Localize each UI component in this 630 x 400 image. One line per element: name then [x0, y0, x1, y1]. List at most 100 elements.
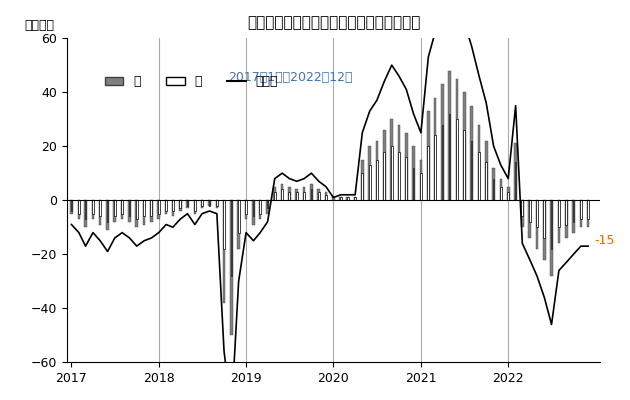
Bar	[434, 135, 436, 200]
Bar	[580, 200, 582, 227]
Bar	[209, 200, 210, 206]
Bar	[84, 200, 86, 219]
Bar	[114, 200, 115, 216]
Bar	[99, 200, 101, 224]
Bar	[165, 200, 167, 211]
Bar	[463, 130, 465, 200]
Bar	[78, 200, 80, 214]
Bar	[507, 192, 509, 200]
Bar	[92, 200, 94, 214]
Bar	[106, 200, 109, 230]
Bar	[122, 200, 123, 214]
Bar	[84, 200, 87, 227]
Bar	[485, 162, 487, 200]
Bar	[507, 187, 510, 200]
Bar	[558, 200, 560, 244]
Bar	[375, 141, 378, 200]
Bar	[231, 200, 232, 276]
Bar	[172, 200, 174, 211]
Bar	[340, 198, 342, 200]
Bar	[551, 200, 553, 249]
Bar	[136, 200, 137, 219]
Bar	[245, 200, 248, 219]
Bar	[295, 189, 298, 200]
Bar	[245, 200, 247, 214]
Bar	[573, 200, 575, 222]
Bar	[441, 84, 444, 200]
Bar	[150, 200, 152, 222]
Bar	[361, 160, 364, 200]
Bar	[376, 160, 378, 200]
Bar	[223, 200, 226, 303]
Bar	[274, 192, 276, 200]
Bar	[406, 157, 407, 200]
Bar	[391, 119, 393, 200]
Bar	[318, 189, 320, 200]
Bar	[346, 198, 349, 200]
Bar	[428, 146, 429, 200]
Bar	[456, 119, 458, 200]
Bar	[427, 111, 430, 200]
Bar	[216, 200, 218, 206]
Bar	[405, 133, 408, 200]
Bar	[420, 173, 421, 200]
Bar	[186, 200, 189, 208]
Bar	[252, 200, 255, 224]
Bar	[100, 200, 101, 216]
Bar	[193, 200, 196, 214]
Bar	[500, 178, 502, 200]
Bar	[558, 200, 560, 227]
Bar	[135, 200, 138, 227]
Bar	[455, 79, 459, 200]
Bar	[347, 198, 348, 200]
Bar	[282, 189, 283, 200]
Bar	[412, 146, 415, 200]
Bar	[238, 200, 240, 249]
Bar	[129, 200, 131, 222]
Bar	[521, 200, 524, 227]
Bar	[544, 200, 545, 238]
Bar	[536, 200, 538, 249]
Bar	[565, 200, 568, 238]
Bar	[398, 124, 400, 200]
Bar	[77, 200, 80, 219]
Bar	[543, 200, 546, 260]
Bar	[340, 198, 341, 200]
Legend: 男, 女, 男女計: 男, 女, 男女計	[100, 70, 284, 93]
Bar	[201, 200, 203, 208]
Bar	[362, 173, 363, 200]
Bar	[580, 200, 581, 219]
Bar	[121, 200, 123, 219]
Bar	[158, 200, 160, 219]
Bar	[296, 192, 297, 200]
Bar	[129, 200, 130, 216]
Bar	[384, 152, 385, 200]
Bar	[471, 106, 473, 200]
Bar	[442, 124, 444, 200]
Text: （万人）: （万人）	[24, 19, 54, 32]
Text: -15: -15	[594, 234, 614, 247]
Bar	[238, 200, 239, 233]
Bar	[70, 200, 72, 214]
Bar	[318, 192, 319, 200]
Bar	[179, 200, 181, 211]
Bar	[485, 141, 488, 200]
Bar	[266, 200, 269, 214]
Bar	[230, 200, 232, 335]
Bar	[143, 200, 146, 224]
Bar	[194, 200, 196, 211]
Bar	[529, 200, 531, 238]
Bar	[143, 200, 145, 216]
Bar	[433, 98, 437, 200]
Bar	[324, 192, 327, 200]
Bar	[311, 189, 312, 200]
Bar	[492, 168, 495, 200]
Bar	[536, 200, 538, 227]
Bar	[165, 200, 168, 214]
Bar	[281, 184, 284, 200]
Bar	[253, 200, 255, 216]
Bar	[550, 200, 553, 276]
Bar	[151, 200, 152, 216]
Bar	[391, 146, 392, 200]
Bar	[180, 200, 181, 208]
